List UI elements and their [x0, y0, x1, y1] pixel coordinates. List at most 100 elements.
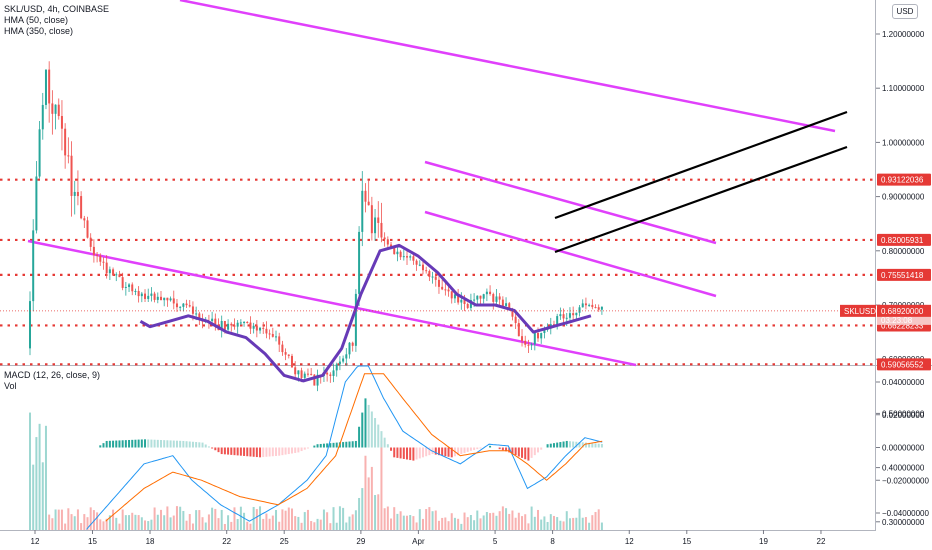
- volume-bar: [562, 521, 565, 530]
- macd-histogram-bar: [588, 442, 591, 448]
- candle-body: [124, 286, 127, 288]
- macd-histogram-bar: [575, 441, 578, 448]
- candle-body: [67, 155, 70, 157]
- volume-bar: [140, 517, 143, 530]
- time-tick-label: 8: [550, 537, 555, 546]
- macd-histogram-bar: [134, 439, 137, 448]
- volume-bar: [38, 423, 41, 530]
- candle-body: [556, 316, 559, 325]
- volume-bar: [86, 517, 89, 530]
- macd-histogram-bar: [121, 440, 124, 448]
- volume-bar: [99, 519, 102, 530]
- volume-bar: [473, 520, 476, 530]
- macd-histogram-bar: [230, 447, 233, 455]
- candle-body: [121, 277, 124, 288]
- candle-body: [303, 373, 306, 378]
- macd-histogram-bar: [591, 443, 594, 448]
- volume-bar: [444, 517, 447, 530]
- macd-histogram-bar: [271, 447, 274, 457]
- candle-body: [460, 299, 463, 303]
- candle-body: [159, 296, 162, 301]
- volume-bar: [591, 515, 594, 530]
- macd-histogram-bar: [444, 447, 447, 457]
- vol-label: Vol: [4, 381, 17, 391]
- macd-histogram-bar: [460, 447, 463, 455]
- macd-histogram-bar: [278, 447, 281, 456]
- channel-line: [424, 160, 717, 245]
- macd-histogram-bar: [530, 447, 533, 458]
- volume-bar: [540, 519, 543, 530]
- volume-bar: [262, 518, 265, 530]
- candle-body: [514, 316, 517, 324]
- volume-bar: [239, 506, 242, 530]
- macd-histogram-bar: [102, 443, 105, 448]
- candle-body: [584, 303, 587, 306]
- macd-histogram-bar: [584, 442, 587, 448]
- macd-histogram-bar: [463, 447, 466, 453]
- macd-histogram-bar: [345, 441, 348, 448]
- volume-bar: [332, 507, 335, 530]
- macd-histogram-bar: [246, 447, 249, 457]
- candle-body: [466, 304, 469, 308]
- candle-body: [262, 327, 265, 329]
- macd-histogram-bar: [201, 442, 204, 448]
- candle-body: [370, 205, 373, 234]
- candle-body: [441, 286, 444, 290]
- volume-bar: [147, 521, 150, 530]
- macd-histogram-bar: [361, 412, 364, 448]
- candle-body: [99, 255, 102, 262]
- candle-body: [540, 333, 543, 339]
- candle-body: [565, 317, 568, 319]
- candle-body: [306, 373, 309, 375]
- candle-body: [281, 344, 284, 353]
- volume-bar: [358, 497, 361, 530]
- candle-body: [342, 358, 345, 362]
- volume-bar: [275, 509, 278, 530]
- macd-histogram-bar: [348, 441, 351, 448]
- macd-histogram-bar: [370, 411, 373, 448]
- macd-histogram-bar: [275, 447, 278, 456]
- volume-bar: [393, 507, 396, 530]
- macd-histogram-bar: [386, 444, 389, 448]
- candle-body: [287, 354, 290, 356]
- candle-body: [329, 374, 332, 376]
- volume-bar: [172, 515, 175, 530]
- candle-body: [354, 293, 357, 346]
- macd-histogram-bar: [115, 440, 118, 448]
- volume-bar: [390, 518, 393, 530]
- candle-body: [233, 325, 236, 327]
- candle-body: [313, 374, 316, 386]
- macd-histogram-bar: [233, 447, 236, 456]
- volume-bar: [223, 523, 226, 530]
- macd-histogram-bar: [179, 440, 182, 448]
- macd-histogram-bar: [252, 447, 255, 457]
- currency-button[interactable]: USD: [892, 4, 918, 19]
- macd-histogram-bar: [552, 443, 555, 448]
- volume-bar: [351, 514, 354, 530]
- volume-bar: [406, 515, 409, 530]
- candle-body: [591, 304, 594, 308]
- volume-bar: [594, 511, 597, 530]
- volume-bar: [271, 515, 274, 530]
- volume-bar: [572, 517, 575, 530]
- volume-bar: [217, 518, 220, 530]
- volume-bar: [108, 515, 111, 530]
- hma-line: [139, 243, 592, 383]
- price-tick-label: 0.50000000: [882, 409, 925, 418]
- volume-bar: [364, 455, 367, 530]
- macd-histogram-bar: [508, 447, 511, 453]
- volume-bar: [370, 466, 373, 530]
- candle-body: [153, 293, 156, 300]
- volume-bar: [460, 523, 463, 530]
- macd-histogram-bar: [380, 431, 383, 448]
- candle-body: [588, 304, 591, 306]
- volume-bar: [54, 509, 57, 530]
- volume-bar: [204, 522, 207, 530]
- volume-bar: [537, 509, 540, 530]
- macd-histogram-bar: [437, 447, 440, 456]
- volume-bar: [326, 512, 329, 530]
- candle-body: [259, 327, 262, 331]
- macd-histogram-bar: [354, 440, 357, 448]
- macd-histogram-bar: [131, 439, 134, 448]
